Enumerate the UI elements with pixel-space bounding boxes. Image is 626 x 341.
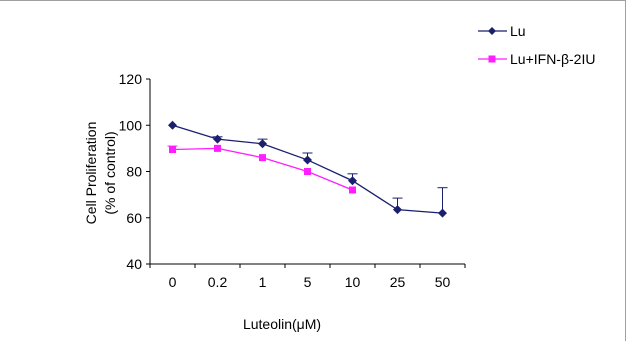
data-point-lu xyxy=(258,139,267,149)
x-axis-label: Luteolin(μM) xyxy=(243,316,321,332)
x-tick-label: 5 xyxy=(304,274,312,290)
data-point-lu xyxy=(393,205,402,215)
legend-label-lu-ifn: Lu+IFN-β-2IU xyxy=(510,51,595,67)
data-point-lu-ifn xyxy=(214,144,221,152)
legend-item-lu-ifn: Lu+IFN-β-2IU xyxy=(478,51,595,67)
legend: Lu Lu+IFN-β-2IU xyxy=(478,23,595,67)
data-point-lu xyxy=(303,155,312,165)
data-point-lu-ifn xyxy=(259,154,266,162)
data-point-lu-ifn xyxy=(349,186,356,194)
y-tick-label: 60 xyxy=(126,210,142,226)
x-tick-label: 0 xyxy=(169,274,177,290)
x-tick-label: 25 xyxy=(390,274,406,290)
y-tick-label: 40 xyxy=(126,256,142,272)
y-tick-label: 80 xyxy=(126,164,142,180)
x-axis: 0 0.2 1 5 10 25 50 xyxy=(149,263,466,290)
y-axis: 40 60 80 100 120 xyxy=(119,71,151,272)
data-point-lu xyxy=(168,120,177,130)
legend-label-lu: Lu xyxy=(510,23,526,39)
legend-item-lu: Lu xyxy=(478,23,526,39)
data-point-lu-ifn xyxy=(169,146,176,154)
y-axis-label-line1: Cell Proliferation xyxy=(83,122,99,225)
x-tick-label: 10 xyxy=(345,274,361,290)
x-tick-label: 50 xyxy=(435,274,451,290)
legend-marker-lu xyxy=(488,27,496,35)
x-tick-label: 0.2 xyxy=(208,274,228,290)
legend-marker-lu-ifn xyxy=(488,55,496,63)
y-axis-label-line2: (% of control) xyxy=(102,131,118,214)
y-tick-label: 100 xyxy=(119,117,143,133)
data-point-lu xyxy=(348,176,357,186)
data-point-lu xyxy=(213,134,222,144)
frame-top-border xyxy=(0,0,626,1)
x-tick-label: 1 xyxy=(259,274,267,290)
series-layer xyxy=(167,120,448,218)
data-point-lu xyxy=(438,208,447,218)
data-point-lu-ifn xyxy=(304,168,311,175)
y-tick-label: 120 xyxy=(119,71,143,87)
